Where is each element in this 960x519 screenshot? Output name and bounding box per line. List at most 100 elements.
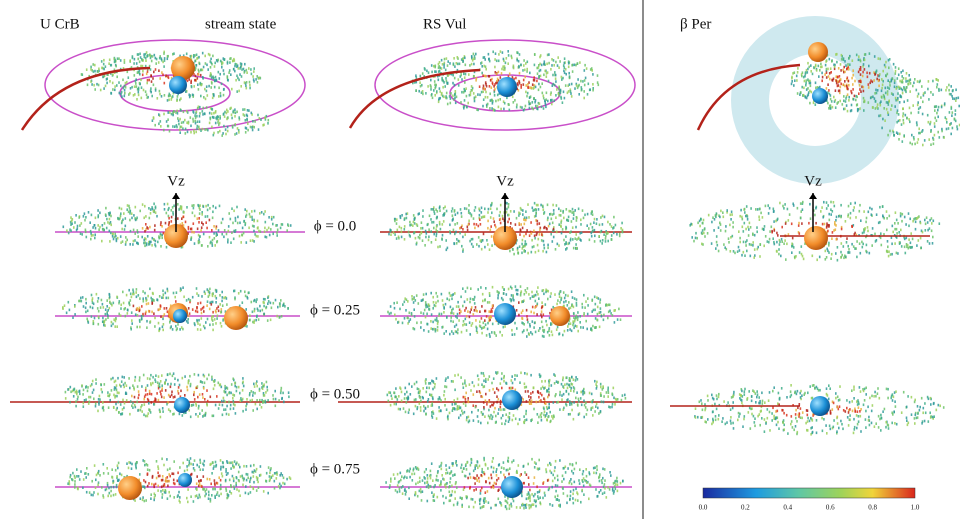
particle [547,290,549,293]
particle [122,240,124,243]
particle [445,69,447,72]
particle [491,382,493,385]
particle [77,398,79,401]
particle [799,93,801,96]
particle [105,313,107,316]
secondary-star [169,76,187,94]
particle [461,410,463,413]
particle [447,103,449,106]
particle [501,334,503,337]
particle [124,95,126,98]
particle [597,306,599,309]
particle [198,234,200,237]
particle [145,238,147,241]
particle [188,298,190,301]
particle [531,402,533,405]
particle [490,79,492,82]
particle [218,95,220,98]
particle [177,112,179,115]
particle [537,72,539,75]
particle [129,59,131,62]
particle [112,88,114,91]
particle [534,202,536,205]
particle [434,383,436,386]
particle [584,306,586,309]
particle [564,383,566,386]
particle [502,299,504,302]
particle [456,238,458,241]
particle [542,92,544,95]
particle [441,293,443,296]
particle [455,90,457,93]
particle [547,416,549,419]
particle [465,318,467,321]
particle [564,57,566,60]
particle [222,218,224,221]
particle [395,318,397,321]
particle [489,60,491,63]
particle [541,412,543,415]
particle [596,296,598,299]
particle [390,233,392,236]
particle [486,403,488,406]
particle [246,210,248,213]
particle [498,398,500,401]
particle [196,307,198,310]
particle [122,399,124,402]
particle [863,90,865,93]
particle [514,322,516,325]
particle [210,58,212,61]
particle [269,475,271,478]
particle [106,78,108,81]
particle [457,222,459,225]
particle [543,208,545,211]
particle [270,228,272,231]
particle [498,53,500,56]
particle [202,113,204,116]
particle [222,304,224,307]
particle [486,315,488,318]
particle [851,104,853,107]
particle [452,82,454,85]
particle [133,229,135,232]
particle [545,402,547,405]
particle [952,127,954,130]
particle [255,319,257,322]
particle [539,228,541,231]
particle [98,228,100,231]
particle [205,215,207,218]
particle [522,213,524,216]
particle [279,305,281,308]
particle [487,322,489,325]
particle [407,317,409,320]
particle [102,224,104,227]
particle [153,403,155,406]
particle [266,115,268,118]
particle [244,71,246,74]
particle [859,107,861,110]
particle [483,372,485,375]
particle [482,396,484,399]
particle [95,217,97,220]
particle [395,403,397,406]
particle [849,63,851,66]
particle [150,297,152,300]
particle [149,226,151,229]
particle [454,292,456,295]
particle [462,412,464,415]
particle [208,491,210,494]
particle [459,63,461,66]
particle [576,391,578,394]
particle [182,127,184,130]
particle [219,384,221,387]
particle [187,131,189,134]
particle [578,398,580,401]
particle [230,404,232,407]
particle [576,238,578,241]
particle [174,396,176,399]
particle [531,251,533,254]
particle [101,67,103,70]
particle [457,374,459,377]
particle [531,87,533,90]
particle [114,396,116,399]
